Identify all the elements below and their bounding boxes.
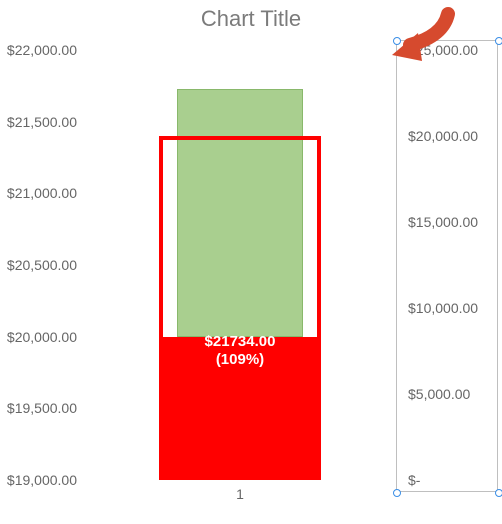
primary-axis-tick: $19,000.00 <box>7 472 77 488</box>
chart-container: Chart Title $22,000.00$21,500.00$21,000.… <box>0 0 502 524</box>
secondary-axis-tick: $15,000.00 <box>408 214 478 230</box>
primary-axis-tick: $19,500.00 <box>7 400 77 416</box>
plot-area[interactable]: $21734.00(109%) <box>90 50 390 480</box>
primary-axis-tick: $21,000.00 <box>7 185 77 201</box>
category-axis-label[interactable]: 1 <box>90 486 390 502</box>
series-data-label[interactable]: $21734.00(109%) <box>160 333 320 369</box>
selection-handle[interactable] <box>495 489 502 497</box>
secondary-axis-tick: $- <box>408 472 420 488</box>
primary-axis[interactable]: $22,000.00$21,500.00$21,000.00$20,500.00… <box>0 50 85 480</box>
red-series-outline <box>159 136 321 480</box>
data-label-percent: (109%) <box>216 351 264 368</box>
selection-handle[interactable] <box>393 489 401 497</box>
secondary-axis[interactable]: $25,000.00$20,000.00$15,000.00$10,000.00… <box>400 50 500 480</box>
data-label-value: $21734.00 <box>205 333 276 350</box>
callout-arrow <box>0 0 502 80</box>
primary-axis-tick: $20,500.00 <box>7 257 77 273</box>
secondary-axis-tick: $10,000.00 <box>408 300 478 316</box>
primary-axis-tick: $20,000.00 <box>7 329 77 345</box>
secondary-axis-tick: $5,000.00 <box>408 386 470 402</box>
secondary-axis-tick: $20,000.00 <box>408 128 478 144</box>
primary-axis-tick: $21,500.00 <box>7 114 77 130</box>
